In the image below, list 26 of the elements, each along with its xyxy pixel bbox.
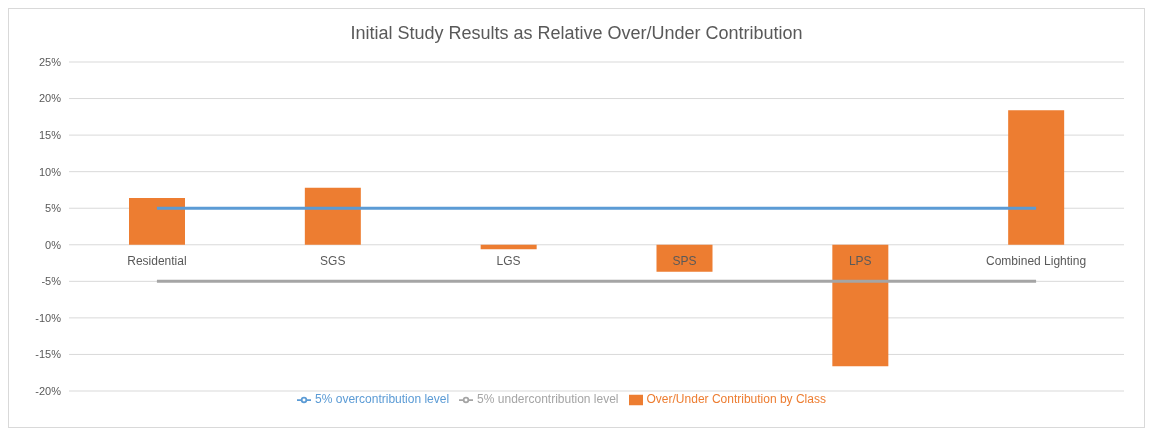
y-tick-label: 5% xyxy=(45,202,62,215)
chart-title: Initial Study Results as Relative Over/Under Contribution xyxy=(349,22,804,45)
y-tick-label: 25% xyxy=(38,55,62,68)
x-tick-label: SPS xyxy=(672,253,697,268)
bar xyxy=(480,244,537,250)
bar xyxy=(832,244,889,367)
x-tick-label: Combined Lighting xyxy=(986,253,1087,268)
x-tick-label: SGS xyxy=(320,253,346,268)
legend-label: Over/Under Contribution by Class xyxy=(646,392,826,406)
y-tick-label: -20% xyxy=(35,384,62,397)
y-tick-label: 0% xyxy=(45,238,62,251)
bar xyxy=(656,244,713,272)
bar xyxy=(129,197,185,245)
x-tick-label: LGS xyxy=(496,253,521,268)
y-tick-label: -5% xyxy=(41,275,62,288)
x-tick-label: Residential xyxy=(127,253,187,268)
x-tick-label: LPS xyxy=(848,253,872,268)
y-tick-label: 10% xyxy=(38,165,62,178)
bar xyxy=(1008,110,1065,245)
y-tick-label: 15% xyxy=(38,129,62,142)
legend-label: 5% overcontribution level xyxy=(315,392,450,406)
bar xyxy=(304,187,361,245)
y-tick-label: 20% xyxy=(38,92,62,105)
legend-label: 5% undercontribution level xyxy=(477,392,619,406)
y-tick-label: -10% xyxy=(35,311,62,324)
y-tick-label: -15% xyxy=(35,348,62,361)
